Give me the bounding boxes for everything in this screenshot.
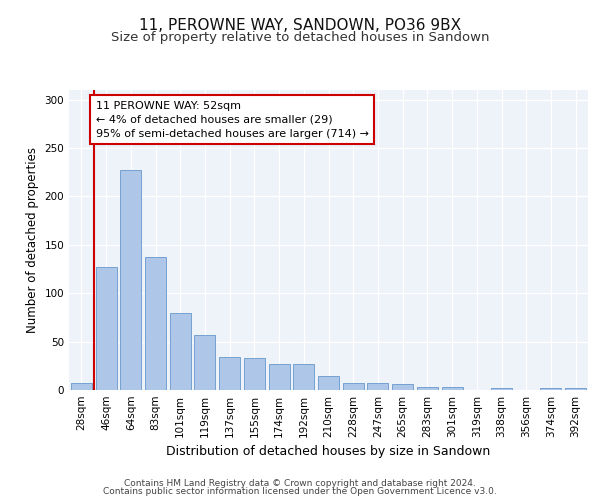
Text: 11 PEROWNE WAY: 52sqm
← 4% of detached houses are smaller (29)
95% of semi-detac: 11 PEROWNE WAY: 52sqm ← 4% of detached h… [95,100,368,138]
Bar [145,258,166,390]
Bar [120,170,141,390]
Bar [392,384,413,390]
Y-axis label: Number of detached properties: Number of detached properties [26,147,39,333]
Bar [367,383,388,390]
X-axis label: Distribution of detached houses by size in Sandown: Distribution of detached houses by size … [166,446,491,458]
Text: Size of property relative to detached houses in Sandown: Size of property relative to detached ho… [111,31,489,44]
Text: Contains HM Land Registry data © Crown copyright and database right 2024.: Contains HM Land Registry data © Crown c… [124,478,476,488]
Bar [194,335,215,390]
Text: Contains public sector information licensed under the Open Government Licence v3: Contains public sector information licen… [103,487,497,496]
Bar [95,267,116,390]
Text: 11, PEROWNE WAY, SANDOWN, PO36 9BX: 11, PEROWNE WAY, SANDOWN, PO36 9BX [139,18,461,32]
Bar [442,387,463,390]
Bar [541,388,562,390]
Bar [318,376,339,390]
Bar [491,388,512,390]
Bar [71,383,92,390]
Bar [565,388,586,390]
Bar [170,312,191,390]
Bar [244,358,265,390]
Bar [269,364,290,390]
Bar [417,387,438,390]
Bar [343,383,364,390]
Bar [219,357,240,390]
Bar [293,364,314,390]
